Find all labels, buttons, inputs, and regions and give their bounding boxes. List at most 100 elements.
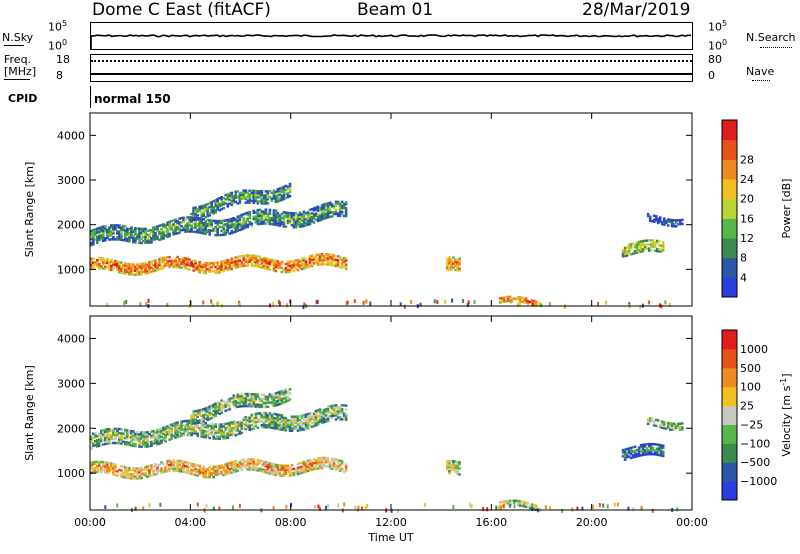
echo-cell [452, 462, 455, 465]
echo-cell [631, 242, 635, 245]
echo-cell [300, 261, 304, 265]
echo-cell [114, 238, 117, 241]
echo-cell [228, 194, 232, 197]
echo-cell [332, 254, 336, 257]
echo-cell [192, 418, 195, 421]
echo-cell [276, 427, 280, 431]
echo-cell [206, 434, 210, 437]
echo-cell [146, 475, 149, 478]
echo-cell [96, 227, 99, 230]
echo-cell [670, 224, 674, 228]
echo-cell [282, 211, 286, 214]
echo-cell [122, 270, 125, 273]
echo-cell [234, 425, 238, 429]
echo-cell [627, 243, 631, 247]
echo-cell [252, 421, 256, 424]
echo-cell [248, 468, 252, 471]
echo-cell [222, 425, 226, 428]
echo-cell [90, 235, 93, 239]
echo-cell [234, 264, 238, 267]
echo-cell [176, 225, 179, 229]
echo-cell [288, 184, 292, 188]
echo-cell [658, 220, 662, 223]
echo-cell [310, 218, 314, 221]
echo-cell [178, 217, 181, 220]
echo-cell [222, 201, 226, 204]
echo-cell [138, 433, 141, 436]
echo-cell [220, 200, 224, 203]
echo-cell [148, 229, 151, 232]
echo-cell [264, 265, 268, 268]
echo-cell [234, 434, 238, 437]
echo-cell [306, 223, 310, 226]
echo-cell [154, 439, 157, 443]
echo-cell [302, 210, 306, 214]
echo-cell [158, 264, 161, 267]
echo-cell [456, 470, 459, 474]
echo-cell [262, 196, 266, 199]
echo-cell [210, 262, 214, 265]
echo-cell [226, 197, 230, 200]
echo-cell [280, 260, 284, 264]
echo-cell [156, 428, 159, 432]
echo-cell [324, 216, 328, 220]
echo-cell [228, 224, 232, 227]
echo-cell [272, 219, 276, 222]
echo-cell [274, 400, 278, 403]
echo-cell [232, 470, 236, 474]
echo-cell [238, 195, 242, 199]
echo-cell [114, 431, 117, 435]
echo-cell [403, 304, 406, 309]
echo-cell [186, 429, 189, 433]
echo-cell [204, 407, 208, 410]
echo-cell [190, 216, 193, 219]
echo-cell [232, 197, 236, 200]
echo-cell [278, 417, 282, 421]
echo-cell [504, 300, 508, 303]
echo-cell [314, 206, 318, 209]
echo-cell [326, 261, 330, 264]
echo-cell [258, 399, 262, 403]
echo-cell [338, 467, 342, 471]
echo-cell [266, 405, 270, 409]
echo-cell [190, 416, 193, 419]
echo-cell [120, 226, 123, 230]
echo-cell [668, 428, 672, 431]
echo-cell [658, 303, 661, 308]
echo-cell [342, 202, 346, 206]
echo-cell [344, 463, 348, 466]
echo-cell [316, 213, 320, 217]
echo-cell [322, 217, 326, 220]
echo-cell [302, 468, 306, 472]
echo-cell [278, 464, 282, 467]
echo-cell [639, 248, 643, 251]
echo-cell [298, 219, 302, 222]
echo-cell [282, 468, 286, 472]
echo-cell [516, 503, 520, 507]
echo-cell [90, 261, 93, 265]
echo-cell [325, 505, 327, 510]
echo-cell [242, 213, 246, 216]
echo-cell [108, 262, 111, 265]
echo-cell [676, 426, 680, 430]
echo-cell [318, 412, 322, 415]
echo-cell [648, 419, 652, 422]
echo-cell [298, 472, 302, 475]
echo-cell [262, 393, 266, 397]
echo-cell [657, 449, 661, 453]
echo-cell [326, 407, 330, 410]
echo-cell [232, 231, 236, 234]
echo-cell [288, 188, 292, 192]
echo-cell [144, 474, 147, 477]
echo-cell [242, 225, 246, 228]
echo-cell [236, 433, 240, 436]
echo-cell [260, 420, 264, 423]
echo-cell [108, 440, 111, 443]
echo-cell [266, 471, 270, 475]
echo-cell [316, 299, 319, 304]
echo-cell [282, 217, 286, 220]
echo-cell [456, 265, 459, 268]
echo-cell [100, 435, 103, 439]
echo-cell [114, 441, 117, 445]
echo-cell [627, 249, 631, 253]
